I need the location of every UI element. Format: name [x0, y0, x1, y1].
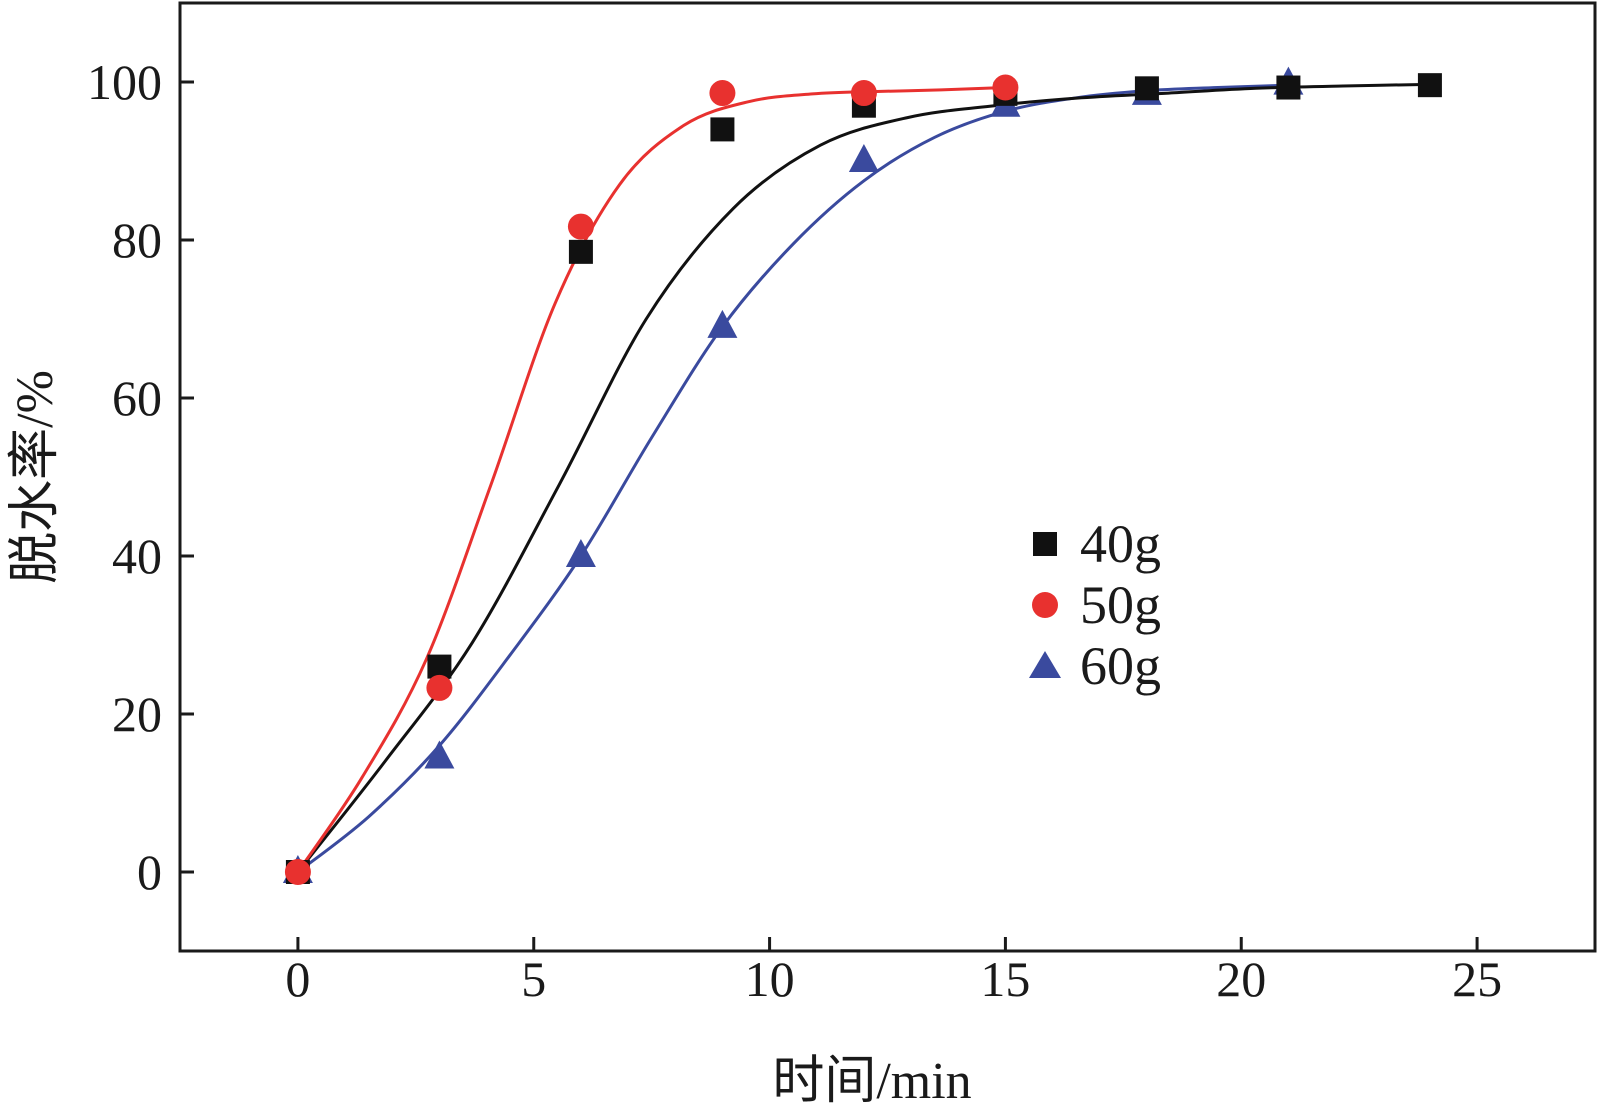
x-tick-label-5: 5	[521, 951, 546, 1007]
point-40g-21	[1276, 75, 1301, 100]
point-60g-9	[707, 309, 738, 338]
tick-labels: 0 5 10 15 20 25 0 20 40 60 80 100	[87, 54, 1502, 1007]
fit-line-60g	[296, 83, 1289, 874]
point-50g-0	[284, 859, 311, 885]
point-60g-6	[565, 539, 596, 567]
x-tick-label-15: 15	[980, 951, 1030, 1007]
y-tick-label-60: 60	[112, 370, 162, 426]
plot-frame	[178, 1, 1597, 953]
point-50g-15	[992, 74, 1019, 101]
point-40g-6	[568, 239, 593, 264]
fit-line-40g	[296, 82, 1430, 873]
y-tick-label-0: 0	[137, 844, 162, 900]
point-50g-12	[850, 80, 877, 107]
point-40g-3	[427, 654, 452, 679]
legend-marker-50g	[1032, 592, 1058, 618]
point-40g-24	[1417, 73, 1442, 98]
legend-label-60g: 60g	[1080, 636, 1161, 696]
y-tick-label-100: 100	[87, 54, 162, 110]
x-tick-label-10: 10	[745, 951, 795, 1007]
x-axis-title: 时间/min	[772, 1053, 971, 1110]
legend-label-40g: 40g	[1080, 514, 1161, 574]
fit-line-50g	[296, 86, 1006, 873]
point-60g-3	[424, 740, 455, 769]
y-axis-title: 脱水率/%	[7, 370, 64, 584]
x-tick-label-20: 20	[1216, 951, 1266, 1007]
axis-ticks	[180, 80, 1479, 951]
point-40g-18	[1134, 76, 1159, 101]
y-tick-label-40: 40	[112, 528, 162, 584]
x-tick-label-0: 0	[285, 951, 310, 1007]
legend-label-50g: 50g	[1080, 575, 1161, 635]
y-tick-label-20: 20	[112, 686, 162, 742]
data-points	[282, 66, 1442, 885]
point-50g-3	[426, 674, 453, 701]
point-40g-9	[710, 117, 735, 142]
point-60g-12	[848, 144, 879, 172]
x-tick-label-25: 25	[1452, 951, 1502, 1007]
point-50g-9	[709, 80, 736, 107]
point-50g-6	[567, 213, 594, 240]
legend: 40g 50g 60g	[1029, 514, 1161, 696]
legend-marker-60g	[1029, 651, 1061, 678]
fit-curves	[296, 82, 1430, 874]
legend-marker-40g	[1033, 532, 1057, 556]
y-tick-label-80: 80	[112, 212, 162, 268]
